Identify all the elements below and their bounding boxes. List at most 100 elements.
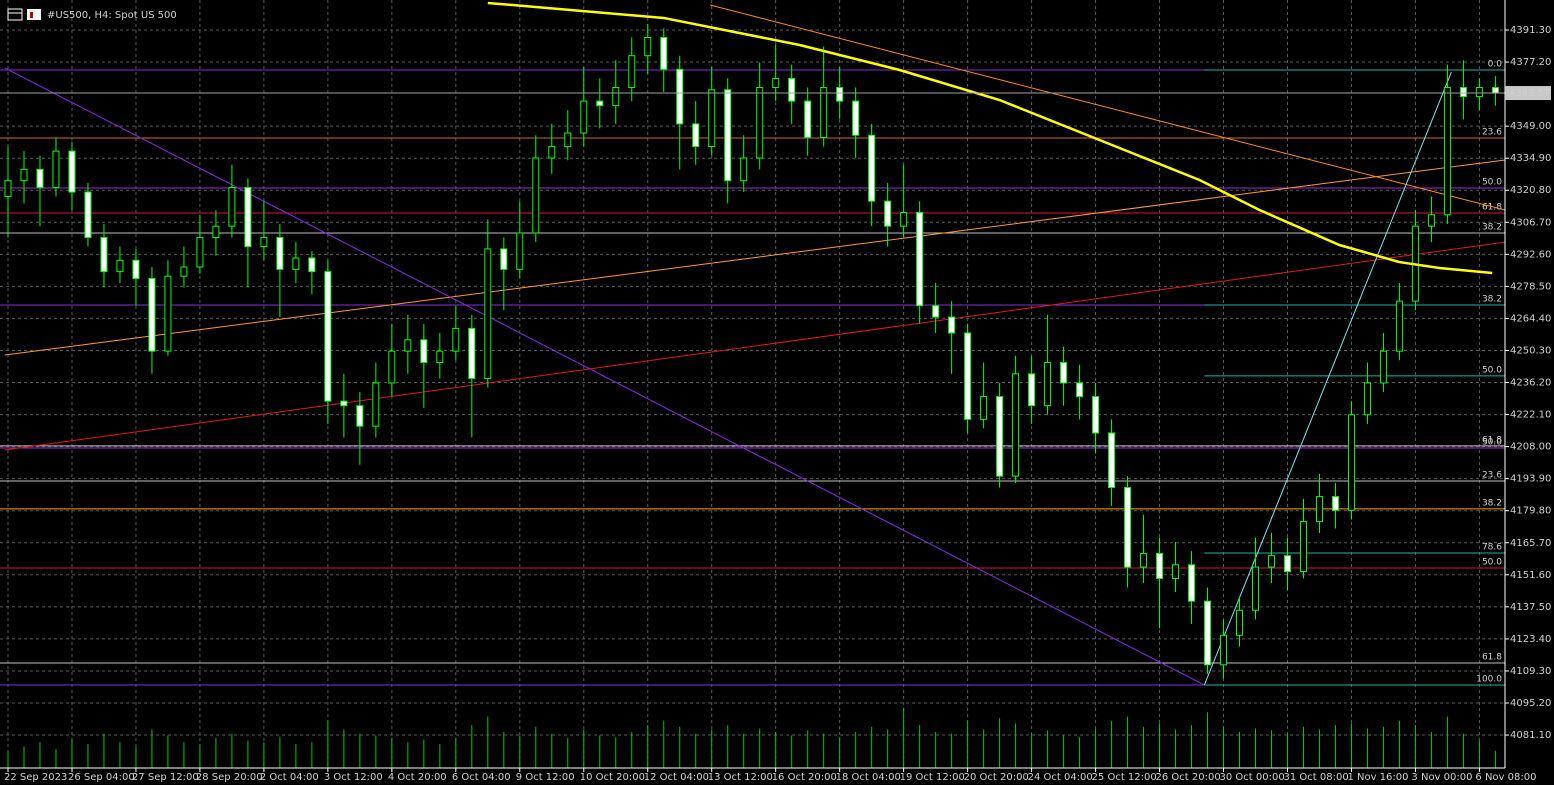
y-tick-label: 4264.40 [1510,313,1551,324]
candle-body [68,150,76,193]
y-tick-label: 4236.20 [1510,378,1551,389]
y-tick-label: 4377.20 [1510,57,1551,68]
candle-body [1251,566,1259,611]
candle-body [1220,634,1228,666]
candle-body [1315,496,1323,523]
candle-body [916,212,924,307]
candle-body [196,237,204,268]
x-tick-label: 27 Sep 12:00 [132,772,199,783]
x-tick-label: 6 Oct 04:00 [452,772,511,783]
candle-body [1475,87,1483,98]
candle-body [644,37,652,57]
candle-body [148,277,156,352]
candle-body [372,382,380,427]
y-tick-label: 4137.50 [1510,602,1551,613]
candle-body [1459,87,1467,98]
level-label: 38.2 [1482,295,1502,305]
candle-body [1299,521,1307,573]
level-label: 50.0 [1482,177,1502,187]
candle-body [436,350,444,364]
candle-body [84,191,92,239]
candle-body [996,396,1004,477]
candle-body [564,132,572,148]
trend-line [1203,71,1452,686]
candle-body [1188,564,1196,602]
candle-body [132,259,140,279]
candle-body [212,225,220,239]
candle-body [1379,350,1387,384]
candle-body [1331,496,1339,511]
plot-area: 0.023.650.061.838.238.250.050.061.823.63… [0,1,1505,768]
candle-body [244,187,252,248]
candle-body [1204,600,1212,666]
candle-body [1028,373,1036,407]
y-tick-label: 4109.30 [1510,666,1551,677]
candle-body [836,87,844,102]
x-tick-label: 31 Oct 08:00 [1283,772,1348,783]
y-tick-label: 4193.90 [1510,474,1551,485]
x-tick-label: 28 Sep 20:00 [196,772,263,783]
x-tick-label: 20 Oct 20:00 [964,772,1029,783]
moving-average [487,1,1493,275]
candle-body [596,100,604,107]
level-label: 50.0 [1482,437,1502,447]
candle-body [276,237,284,270]
candle-body [1443,87,1451,216]
icon [7,8,23,21]
candle-body [852,100,860,136]
x-tick-label: 3 Nov 00:00 [1411,772,1472,783]
candle-body [228,187,236,227]
candle-body [1236,609,1244,636]
candle-body [308,257,316,273]
candle-body [660,37,668,70]
y-tick-label: 4208.00 [1510,442,1551,453]
candle-body [804,100,812,139]
x-tick-label: 30 Oct 00:00 [1220,772,1285,783]
candle-body [1140,552,1148,568]
candle-body [1012,373,1020,477]
candle-body [612,87,620,107]
y-tick-label: 4123.40 [1510,634,1551,645]
candle-body [1172,564,1180,579]
candle-body [388,350,396,384]
candle-body [1267,555,1275,568]
x-tick-label: 26 Oct 20:00 [1156,772,1221,783]
candle-body [708,89,716,148]
y-tick-label: 4278.50 [1510,281,1551,292]
x-tick-label: 3 Oct 12:00 [324,772,383,783]
y-tick-label: 4165.70 [1510,538,1551,549]
candle-body [932,305,940,318]
candle-body [548,146,556,159]
level-label: 23.6 [1482,127,1502,137]
candle-body [404,339,412,352]
level-label: 50.0 [1482,557,1502,567]
x-tick-label: 24 Oct 04:00 [1028,772,1093,783]
x-tick-label: 10 Oct 20:00 [580,772,645,783]
candle-body [260,237,268,248]
candle-body [468,327,476,379]
candle-body [1283,555,1291,573]
candle-body [500,248,508,270]
candle-body [100,237,108,273]
candle-body [452,327,460,352]
candle-body [724,89,732,182]
candle-body [1347,414,1355,511]
current-price-box [1505,86,1551,101]
y-tick-label: 4391.30 [1510,25,1551,36]
level-label: 38.2 [1482,222,1502,232]
candle-body [420,339,428,364]
chart-title: #US500, H4: Spot US 500 [47,10,177,21]
candle-body [292,257,300,270]
candle-body [1124,487,1132,568]
y-tick-label: 4334.90 [1510,153,1551,164]
candle-body [1427,214,1435,227]
candle-body [4,180,12,198]
icon [30,12,33,18]
x-tick-label: 18 Oct 04:00 [836,772,901,783]
y-tick-label: 4349.00 [1510,121,1551,132]
candle-body [180,266,188,277]
candle-body [1092,396,1100,434]
x-tick-label: 19 Oct 12:00 [900,772,965,783]
